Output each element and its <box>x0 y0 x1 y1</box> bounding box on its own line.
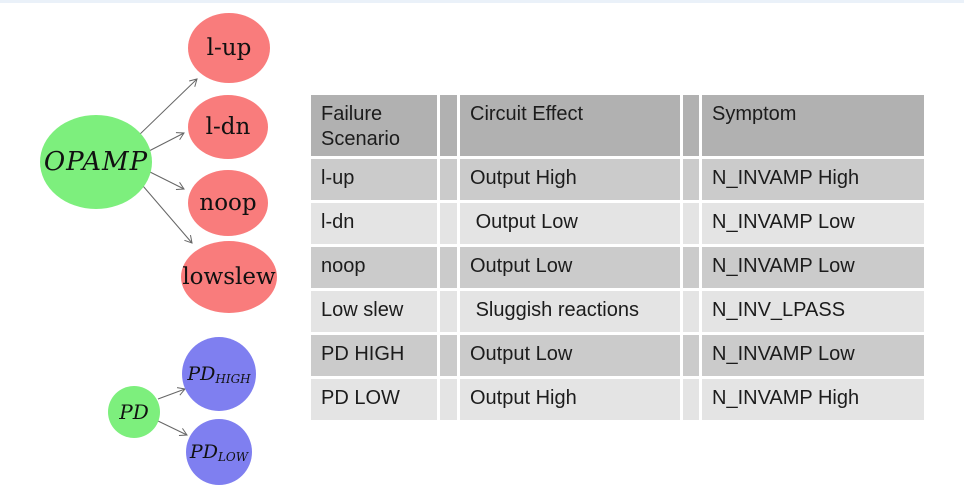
pd-low-node-label: PDLOW <box>189 441 250 464</box>
lowslew-node-label: lowslew <box>182 264 276 290</box>
table-cell-symptom: N_INVAMP Low <box>702 335 924 376</box>
noop-node: noop <box>188 170 268 236</box>
opamp-arrows <box>136 78 198 244</box>
table-cell-spacer <box>683 159 699 200</box>
table-cell-effect: Output Low <box>460 335 680 376</box>
noop-node-label: noop <box>199 190 256 216</box>
table-cell-spacer <box>440 291 457 332</box>
pd-high-node-label: PDHIGH <box>186 363 251 386</box>
l-up-node-label: l-up <box>207 35 252 61</box>
table-cell-spacer <box>440 247 457 288</box>
arrow-pd-high <box>157 387 186 400</box>
table-cell-scenario: Low slew <box>311 291 437 332</box>
table-cell-symptom: N_INVAMP High <box>702 159 924 200</box>
column-header-effect: Circuit Effect <box>460 95 680 156</box>
table-cell-effect: Sluggish reactions <box>460 291 680 332</box>
table-cell-spacer <box>440 159 457 200</box>
lowslew-node: lowslew <box>181 241 277 313</box>
table-cell-spacer <box>683 247 699 288</box>
pd-node: PD <box>108 386 160 438</box>
l-up-node: l-up <box>188 13 270 83</box>
pd-low-node: PDLOW <box>186 419 252 485</box>
l-dn-node-label: l-dn <box>206 114 251 140</box>
table-cell-scenario: PD LOW <box>311 379 437 420</box>
arrow-opamp-lup <box>136 78 198 138</box>
l-dn-node: l-dn <box>188 95 268 159</box>
table-cell-symptom: N_INV_LPASS <box>702 291 924 332</box>
table-cell-scenario: PD HIGH <box>311 335 437 376</box>
table-cell-symptom: N_INVAMP Low <box>702 203 924 244</box>
table-cell-effect: Output High <box>460 379 680 420</box>
table-cell-spacer <box>440 203 457 244</box>
pd-node-label: PD <box>118 400 149 424</box>
table-cell-scenario: l-up <box>311 159 437 200</box>
table-cell-scenario: l-dn <box>311 203 437 244</box>
table-cell-spacer <box>440 379 457 420</box>
table-cell-effect: Output Low <box>460 203 680 244</box>
column-header-symptom: Symptom <box>702 95 924 156</box>
table-cell-spacer <box>683 291 699 332</box>
table-cell-symptom: N_INVAMP Low <box>702 247 924 288</box>
opamp-node-label: OPAMP <box>44 147 148 177</box>
arrow-pd-low <box>157 420 188 437</box>
table-cell-spacer <box>683 379 699 420</box>
fault-tree-diagram: OPAMP l-up l-dn noop lowslew PD PDHIGH <box>40 13 277 485</box>
column-header-scenario: Failure Scenario <box>311 95 437 156</box>
header-spacer-2 <box>683 95 699 156</box>
pd-high-node: PDHIGH <box>182 337 256 411</box>
table-cell-effect: Output Low <box>460 247 680 288</box>
table-cell-spacer <box>440 335 457 376</box>
opamp-node: OPAMP <box>40 115 152 209</box>
table-cell-spacer <box>683 203 699 244</box>
arrow-opamp-lowslew <box>142 185 193 244</box>
arrow-opamp-ldn <box>148 132 185 152</box>
header-spacer-1 <box>440 95 457 156</box>
table-cell-symptom: N_INVAMP High <box>702 379 924 420</box>
table-cell-spacer <box>683 335 699 376</box>
arrow-opamp-noop <box>149 171 185 190</box>
table-cell-effect: Output High <box>460 159 680 200</box>
failure-table: Failure Scenario Circuit Effect Symptom … <box>311 95 924 420</box>
table-cell-scenario: noop <box>311 247 437 288</box>
window-top-edge <box>0 0 964 3</box>
pd-arrows <box>157 387 188 437</box>
